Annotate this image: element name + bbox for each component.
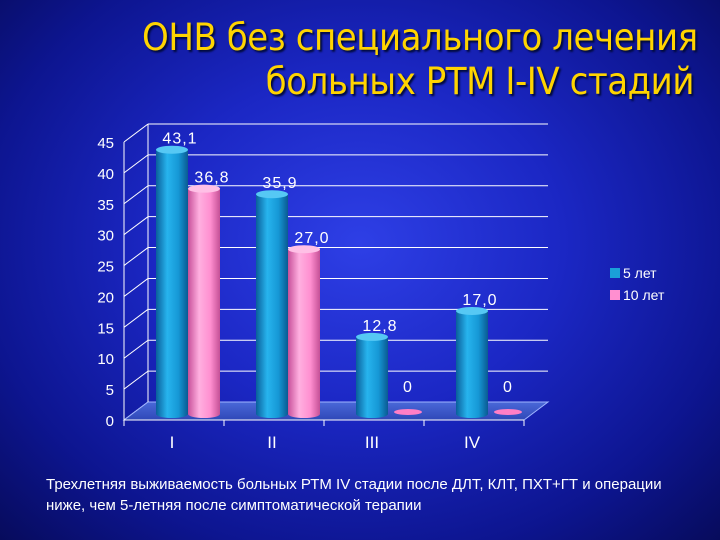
gridline-depth [123, 247, 149, 266]
y-tick-label: 25 [97, 259, 114, 276]
y-tick-label: 0 [106, 413, 114, 430]
bar-top [456, 306, 488, 315]
bar-body [256, 194, 288, 418]
gridline-depth [123, 308, 149, 328]
legend-label-10-years: 10 лет [623, 287, 665, 303]
title-line-2: больных РТМ I-IV стадий [265, 60, 695, 103]
bar [188, 184, 220, 418]
gridline-depth [123, 278, 149, 297]
data-label: 35,9 [262, 175, 297, 192]
legend-item-10-years: 10 лет [610, 284, 664, 306]
legend-label-5-years: 5 лет [623, 265, 657, 281]
bar [156, 145, 188, 418]
gridline-depth [123, 123, 149, 143]
data-label: 17,0 [462, 292, 497, 309]
gridline-depth [123, 216, 149, 236]
bar-body [156, 149, 188, 418]
bar-body [188, 188, 220, 418]
gridline-depth [123, 339, 149, 359]
gridline-depth [123, 370, 149, 390]
legend-item-5-years: 5 лет [610, 262, 664, 284]
y-tick-label: 35 [97, 197, 114, 214]
legend: 5 лет 10 лет [610, 262, 664, 306]
bar-top [188, 184, 220, 193]
y-tick-label: 45 [97, 135, 114, 152]
data-label: 36,8 [194, 170, 229, 187]
y-tick-label: 5 [106, 382, 114, 399]
gridline-depth [123, 154, 149, 174]
bar-body [288, 249, 320, 418]
legend-swatch-5-years [610, 268, 620, 278]
data-label: 27,0 [294, 230, 329, 247]
x-tick-label: IV [464, 433, 481, 452]
x-tick-label: II [267, 433, 276, 452]
y-tick-label: 40 [97, 166, 114, 183]
y-tick-label: 20 [97, 289, 114, 306]
gridline-depth [123, 185, 149, 205]
x-tick-label: III [365, 433, 379, 452]
y-tick-label: 10 [97, 351, 114, 368]
bar [256, 190, 288, 418]
bar-top [256, 190, 288, 199]
bar-zero [394, 409, 422, 415]
x-tick-label: I [170, 433, 175, 452]
bar-body [356, 336, 388, 418]
bar [356, 332, 388, 418]
bar-body [456, 310, 488, 418]
data-label: 43,1 [162, 131, 197, 148]
data-label: 12,8 [362, 318, 397, 335]
y-tick-label: 15 [97, 320, 114, 337]
slide-title: ОНВ без специального лечения больных РТМ… [142, 16, 698, 104]
bar [288, 245, 320, 418]
bar-top [288, 245, 320, 254]
legend-swatch-10-years [610, 290, 620, 300]
data-label: 0 [403, 379, 413, 396]
bar-top [156, 145, 188, 154]
data-label: 0 [503, 379, 513, 396]
caption-text: Трехлетняя выживаемость больных РТМ IV с… [46, 476, 662, 514]
bar-zero [494, 409, 522, 415]
bar-top [356, 332, 388, 341]
title-line-1: ОНВ без специального лечения [142, 16, 698, 59]
y-tick-label: 30 [97, 228, 114, 245]
bar [456, 306, 488, 418]
